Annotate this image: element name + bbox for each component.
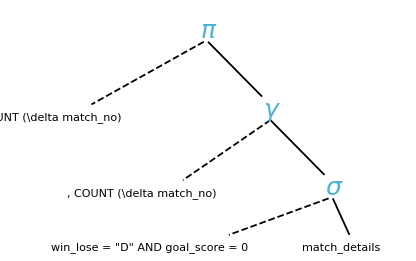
Text: σ: σ — [325, 176, 341, 200]
Text: match_details: match_details — [302, 242, 380, 253]
Text: π: π — [201, 19, 215, 43]
Text: , COUNT (\delta match_no): , COUNT (\delta match_no) — [67, 188, 216, 199]
Text: γ: γ — [263, 98, 278, 122]
Text: win_lose = "D" AND goal_score = 0: win_lose = "D" AND goal_score = 0 — [51, 242, 248, 253]
Text: COUNT (\delta match_no): COUNT (\delta match_no) — [0, 112, 121, 123]
